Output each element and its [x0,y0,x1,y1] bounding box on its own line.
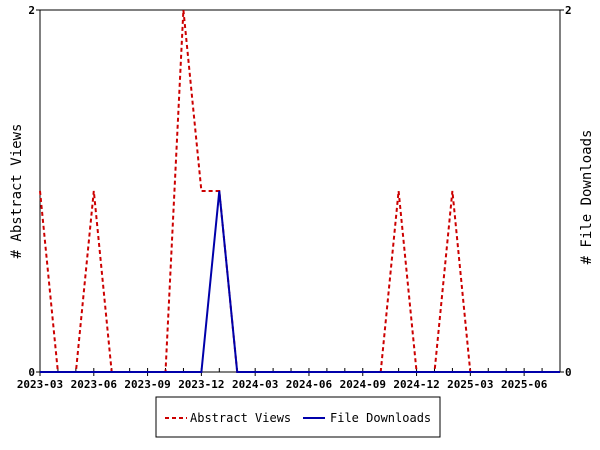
x-tick-label: 2025-03 [447,378,493,391]
legend-label: Abstract Views [190,411,291,425]
x-tick-label: 2025-06 [501,378,548,391]
series-line-abstract-views [39,9,560,373]
y-axis-label-right: # File Downloads [579,130,595,265]
x-tick-label: 2024-03 [232,378,278,391]
y-tick-label-right: 0 [565,366,572,379]
plot-frame [39,9,561,373]
series-layer [39,9,560,373]
x-tick-label: 2023-06 [71,378,118,391]
x-tick-label: 2024-09 [340,378,386,391]
y-tick-label-right: 2 [565,4,572,17]
legend-label: File Downloads [330,411,431,425]
plot-border [39,9,561,373]
x-tick-label: 2024-12 [393,378,439,391]
x-tick-label: 2023-03 [17,378,63,391]
legend: Abstract Views File Downloads [155,396,441,438]
y-tick-label-left: 0 [28,366,35,379]
x-tick-label: 2024-06 [286,378,333,391]
y-tick-label-left: 2 [28,4,35,17]
series-line-file-downloads [40,190,560,373]
y-axis-label-left: # Abstract Views [9,124,25,259]
y-axis: 0 2 0 2 [28,4,571,379]
legend-box [155,396,441,438]
x-tick-label: 2023-09 [124,378,170,391]
x-tick-label: 2023-12 [178,378,224,391]
